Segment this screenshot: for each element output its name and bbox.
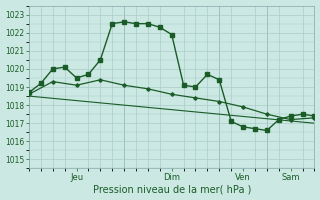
X-axis label: Pression niveau de la mer( hPa ): Pression niveau de la mer( hPa ) bbox=[92, 184, 251, 194]
